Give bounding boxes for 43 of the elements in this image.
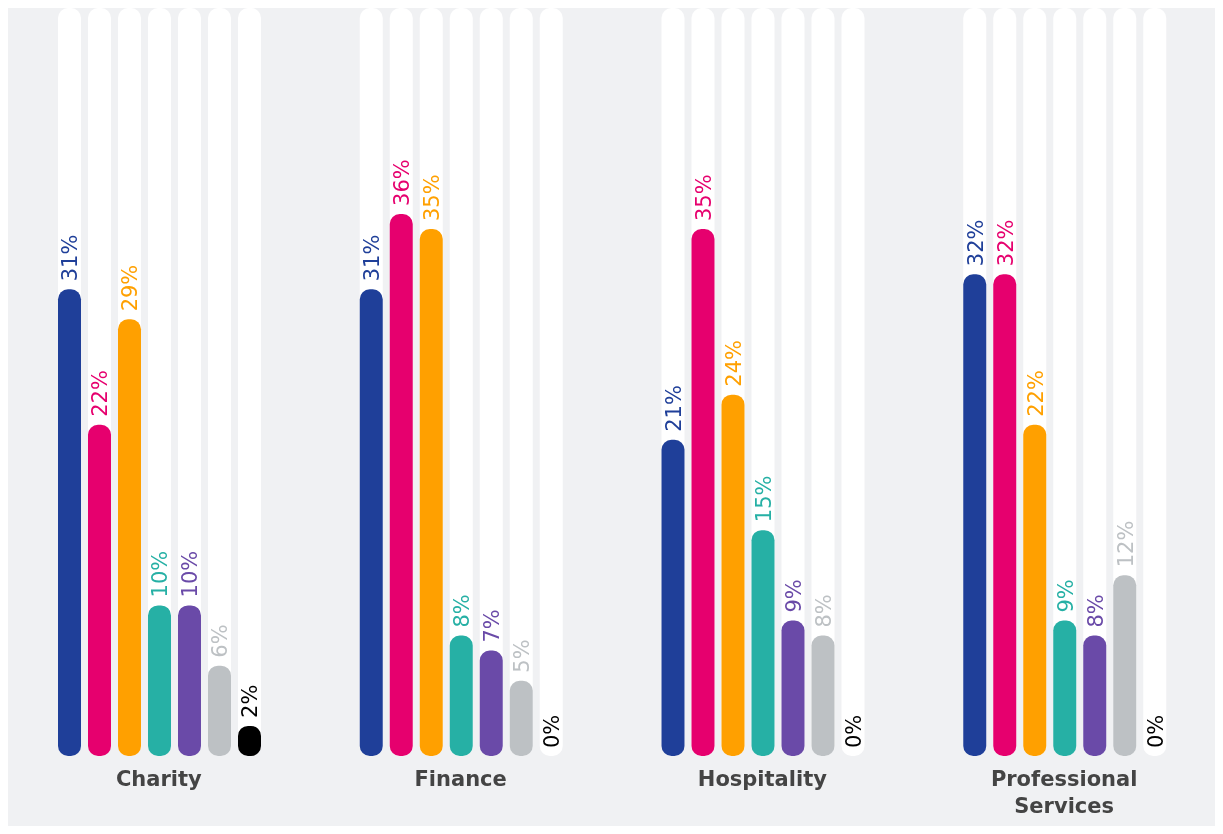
bar xyxy=(449,635,473,756)
data-label: 36% xyxy=(390,159,415,206)
bar xyxy=(1083,635,1107,756)
data-label: 22% xyxy=(1023,370,1048,417)
x-tick-label: Charity xyxy=(115,767,203,791)
data-label: 9% xyxy=(782,579,806,613)
bar xyxy=(1113,575,1137,756)
data-label: 2% xyxy=(238,684,263,718)
bar xyxy=(1053,620,1077,756)
data-label: 0% xyxy=(1143,714,1168,748)
data-label: 8% xyxy=(450,594,475,628)
bar xyxy=(781,620,805,756)
data-label: 12% xyxy=(1113,520,1138,568)
data-label: 32% xyxy=(993,219,1018,267)
data-label: 29% xyxy=(118,264,143,312)
data-label: 6% xyxy=(208,624,233,658)
data-label: 10% xyxy=(178,550,203,598)
bar xyxy=(208,665,231,756)
data-label: 32% xyxy=(963,219,988,267)
bar xyxy=(479,650,503,756)
data-label: 15% xyxy=(752,475,776,523)
data-label: 10% xyxy=(148,550,173,598)
data-label: 31% xyxy=(58,234,83,282)
data-label: 35% xyxy=(692,174,716,222)
data-label: 9% xyxy=(1053,579,1078,613)
bar xyxy=(148,605,171,756)
data-label: 22% xyxy=(88,370,113,417)
data-label: 7% xyxy=(480,609,505,643)
x-tick-label: Hospitality xyxy=(697,767,828,791)
data-label: 21% xyxy=(662,385,686,432)
data-label: 5% xyxy=(510,639,535,673)
bar xyxy=(509,680,533,756)
data-label: 0% xyxy=(842,714,866,748)
bar xyxy=(811,635,835,756)
x-tick-label: Professional Services xyxy=(990,767,1138,818)
data-label: 0% xyxy=(540,714,565,748)
data-label: 8% xyxy=(812,594,836,628)
data-label: 35% xyxy=(420,174,445,222)
x-tick-label: Finance xyxy=(414,767,507,791)
data-label: 8% xyxy=(1083,594,1108,628)
bar xyxy=(178,605,201,756)
data-label: 24% xyxy=(722,339,746,387)
data-label: 31% xyxy=(360,234,385,282)
